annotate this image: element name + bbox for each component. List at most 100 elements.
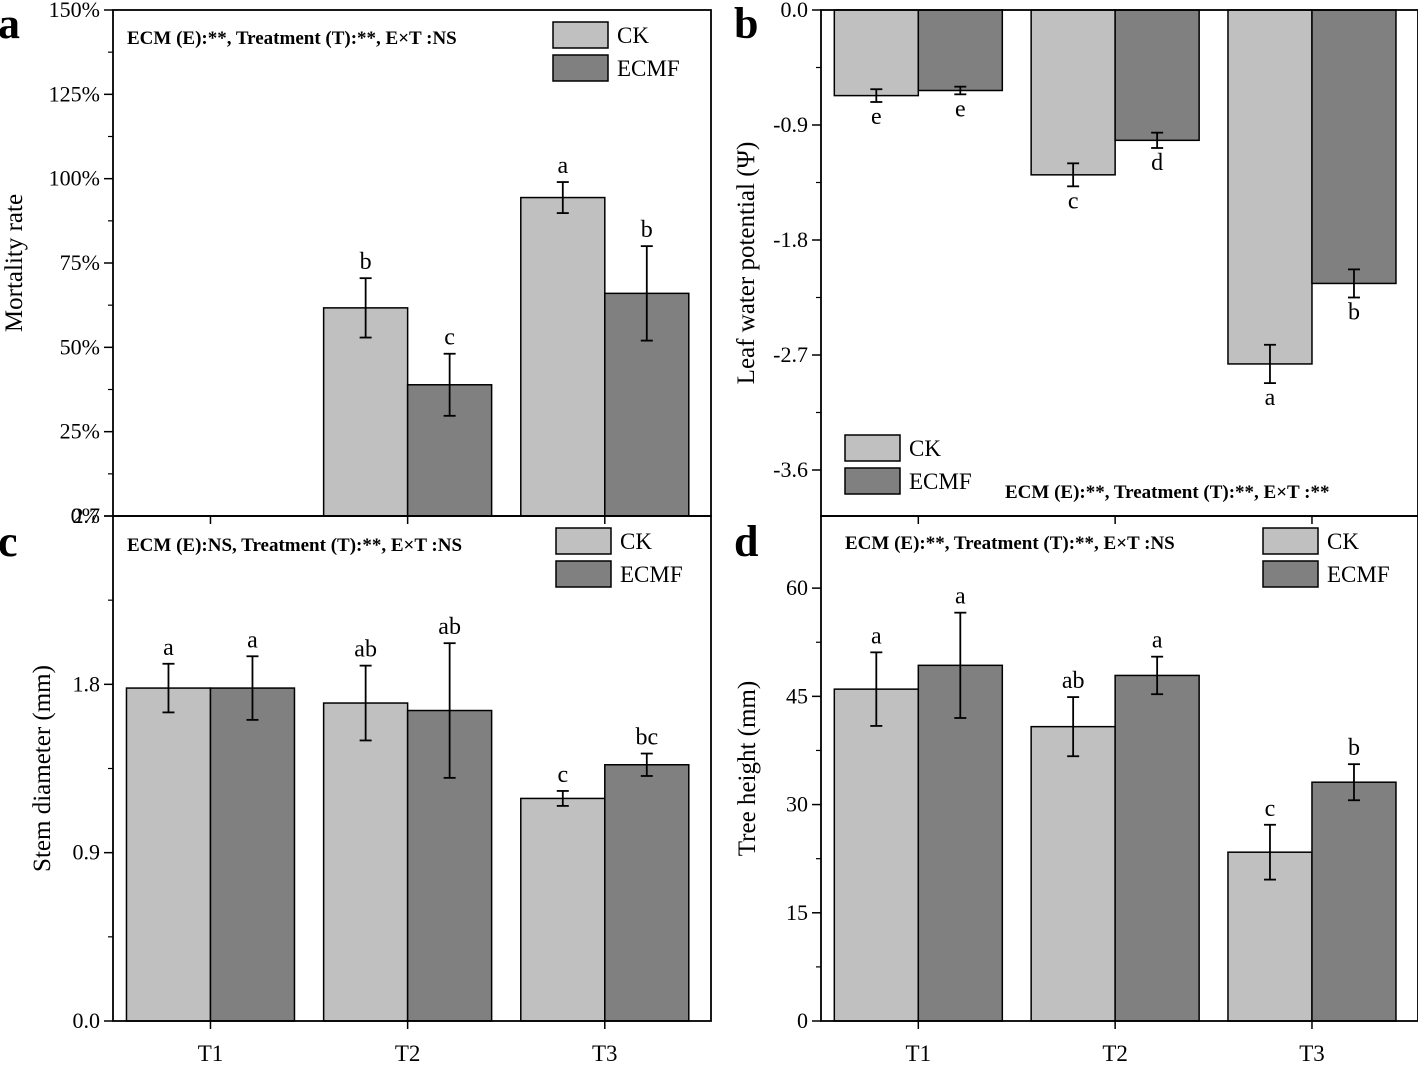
y-tick-label: 30 <box>786 792 808 817</box>
legend-label-ck: CK <box>1327 529 1359 554</box>
legend-swatch-ck <box>1262 527 1319 555</box>
y-tick-label: 75% <box>60 250 100 275</box>
statistics-annotation: ECM (E):NS, Treatment (T):**, E×T :NS <box>127 535 462 556</box>
panel-b: e c a e d b 0.0 -0.9 -1.8 -2.7 -3.6 Leaf water pote… <box>733 0 1418 524</box>
significance-letter: bc <box>635 725 658 751</box>
y-tick-label: 2.7 <box>73 503 101 528</box>
error-bar <box>1151 655 1164 696</box>
significance-letter: a <box>557 153 568 179</box>
y-tick-label: 150% <box>49 0 100 22</box>
legend-swatch-ecmf <box>552 54 609 82</box>
bar-ck-t2 <box>1030 725 1116 1022</box>
bar-ck-t1 <box>833 9 920 97</box>
y-tick-label: 0.9 <box>73 840 101 865</box>
statistics-annotation: ECM (E):**, Treatment (T):**, E×T :** <box>1005 482 1329 503</box>
y-tick-label: -2.7 <box>773 342 808 367</box>
error-bar <box>870 651 883 727</box>
bar-ecmf-t2 <box>1114 674 1200 1022</box>
y-tick-label: -1.8 <box>773 227 808 252</box>
bar-ecmf-t3 <box>604 764 690 1022</box>
statistics-annotation: ECM (E):**, Treatment (T):**, E×T :NS <box>845 533 1175 554</box>
significance-letter: a <box>871 623 882 649</box>
legend-swatch-ck <box>844 434 901 462</box>
significance-letter: ab <box>354 637 377 663</box>
y-axis-label: Leaf water potential (Ψ) <box>733 142 760 385</box>
significance-letter: e <box>871 104 882 130</box>
error-bar <box>1347 763 1360 802</box>
error-bar <box>954 85 967 96</box>
error-bar <box>640 245 653 342</box>
bar-ck-t3 <box>1227 9 1313 365</box>
statistics-annotation: ECM (E):**, Treatment (T):**, E×T :NS <box>127 28 457 49</box>
bar-ck-t1 <box>125 687 212 1022</box>
error-bar <box>556 181 569 214</box>
bar-ck-t3 <box>520 196 606 517</box>
legend: CK ECMF <box>555 527 683 588</box>
error-bar <box>1151 131 1164 149</box>
significance-letter: b <box>641 217 653 243</box>
legend-label-ecmf: ECMF <box>620 562 683 587</box>
error-bar <box>246 655 259 721</box>
panel-c: a ab c a ab bc 0.0 0.9 1.8 2.7 T1 T2 T3 Stem diameter… <box>0 503 712 1066</box>
y-tick-label: 100% <box>49 166 100 191</box>
significance-letter: a <box>1265 385 1276 411</box>
x-tick-label: T3 <box>1299 1041 1325 1066</box>
panel-letter: a <box>0 0 20 48</box>
y-tick-label: 50% <box>60 334 100 359</box>
legend-swatch-ck <box>552 21 609 49</box>
y-tick-label: 15 <box>786 900 808 925</box>
significance-letter: ab <box>438 614 461 640</box>
legend-swatch-ecmf <box>1262 560 1319 588</box>
significance-letter: a <box>955 584 966 610</box>
legend-label-ecmf: ECMF <box>909 469 972 494</box>
panel-letter: b <box>734 0 758 48</box>
legend-swatch-ck <box>555 527 612 555</box>
y-tick-label: 0 <box>797 1008 808 1033</box>
y-tick-label: 1.8 <box>73 671 101 696</box>
significance-letter: ab <box>1062 668 1085 694</box>
y-axis-label: Tree height (mm) <box>734 681 761 856</box>
significance-letter: a <box>163 635 174 661</box>
legend: CK ECMF <box>1262 527 1390 588</box>
error-bar <box>1263 343 1276 385</box>
y-tick-label: 0.0 <box>781 0 809 22</box>
significance-letter: e <box>955 96 966 122</box>
y-tick-label: 0.0 <box>73 1008 101 1033</box>
bar-ck-t2 <box>322 702 409 1022</box>
y-tick-label: 0% <box>71 503 100 528</box>
bar-ck-t3 <box>520 797 606 1022</box>
legend-label-ck: CK <box>617 23 649 48</box>
error-bar <box>443 352 456 417</box>
error-bar <box>1263 823 1276 881</box>
x-tick-label: T2 <box>1102 1041 1128 1066</box>
error-bar <box>954 611 967 719</box>
significance-letter: b <box>1348 300 1360 326</box>
y-tick-label: 25% <box>60 419 100 444</box>
error-bar <box>870 88 883 103</box>
y-axis-label: Stem diameter (mm) <box>29 665 56 872</box>
legend: CK ECMF <box>552 21 680 82</box>
significance-letter: a <box>1152 628 1163 654</box>
bar-ck-t1 <box>833 688 920 1022</box>
significance-letter: d <box>1151 150 1163 176</box>
error-bar <box>556 790 569 807</box>
legend-swatch-ecmf <box>555 560 612 588</box>
bar-ecmf-t2 <box>1114 9 1200 142</box>
error-bar <box>359 664 372 742</box>
significance-letter: b <box>1348 735 1360 761</box>
legend-label-ck: CK <box>909 436 941 461</box>
legend-label-ck: CK <box>620 529 652 554</box>
y-tick-label: -0.9 <box>773 112 808 137</box>
bar-ecmf-t3 <box>1311 9 1397 285</box>
panel-letter: d <box>734 517 758 566</box>
x-tick-label: T1 <box>198 1041 224 1066</box>
error-bar <box>1067 696 1080 758</box>
x-tick-label: T3 <box>592 1041 618 1066</box>
significance-letter: a <box>247 627 258 653</box>
y-tick-label: 125% <box>49 81 100 106</box>
error-bar <box>1347 268 1360 299</box>
bar-ck-t2 <box>322 307 409 517</box>
error-bar <box>640 752 653 777</box>
